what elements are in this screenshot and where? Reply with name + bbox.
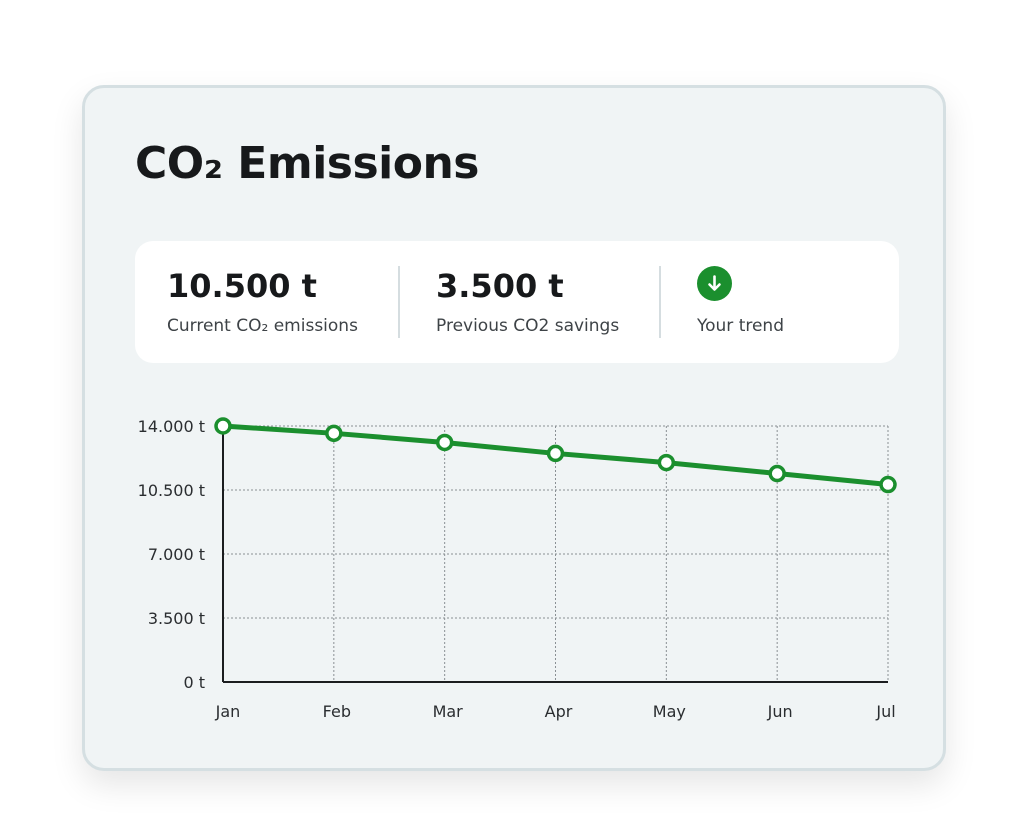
stat-label: Your trend <box>697 316 785 336</box>
emissions-card: CO₂ Emissions 10.500 t Current CO₂ emiss… <box>82 85 946 771</box>
data-point <box>657 453 676 472</box>
x-tick-label: Mar <box>433 702 464 721</box>
stat-value: 10.500 t <box>167 267 317 305</box>
x-tick-label: May <box>653 702 686 721</box>
y-tick-label: 0 t <box>183 673 205 692</box>
data-point <box>435 433 454 452</box>
stat-label: Current CO₂ emissions <box>167 316 358 336</box>
y-tick-label: 14.000 t <box>138 417 205 436</box>
trend-badge <box>697 266 732 301</box>
card-title: CO₂ Emissions <box>135 138 479 189</box>
y-tick-label: 3.500 t <box>148 609 205 628</box>
x-tick-label: Jul <box>875 702 895 721</box>
stat-value: 3.500 t <box>436 267 564 305</box>
x-tick-label: Feb <box>323 702 351 721</box>
data-point <box>214 417 232 435</box>
arrow-down-icon <box>708 275 721 291</box>
stat-label: Previous CO2 savings <box>436 316 620 336</box>
data-point <box>546 444 565 463</box>
stats-panel: 10.500 t Current CO₂ emissions 3.500 t P… <box>135 241 899 363</box>
x-tick-label: Jun <box>767 702 793 721</box>
x-tick-label: Apr <box>545 702 573 721</box>
y-tick-label: 10.500 t <box>138 481 205 500</box>
stat-divider <box>659 266 661 338</box>
data-point <box>768 464 786 483</box>
y-tick-label: 7.000 t <box>148 545 205 564</box>
x-tick-label: Jan <box>215 702 241 721</box>
data-point <box>325 424 343 443</box>
emissions-line-chart: 0 t 3.500 t 7.000 t 10.500 t 14.000 t Jan Feb M… <box>138 417 897 721</box>
stat-divider <box>398 266 400 338</box>
data-point <box>879 475 897 494</box>
